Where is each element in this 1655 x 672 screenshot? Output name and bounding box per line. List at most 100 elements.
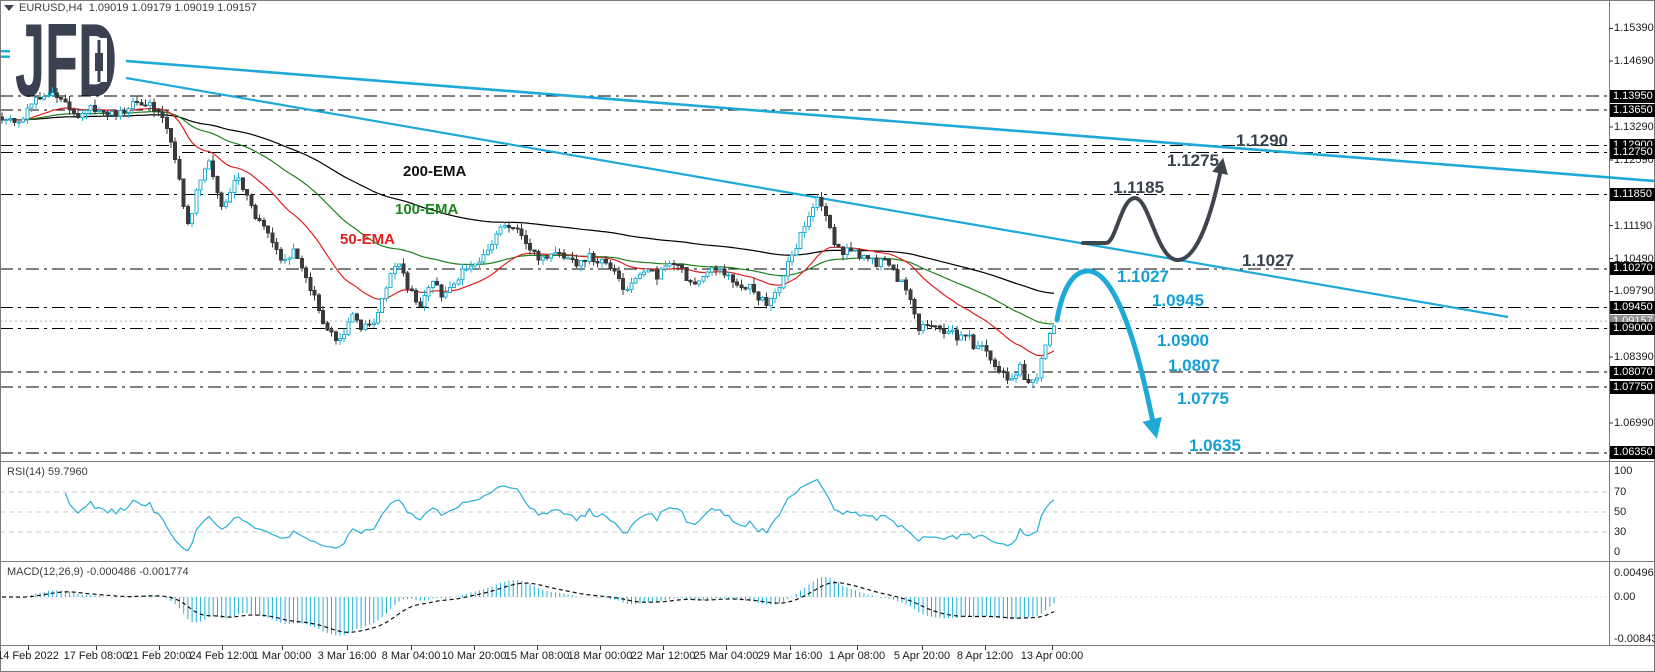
price-tick: 1.08390 bbox=[1614, 351, 1654, 364]
candle-body bbox=[494, 233, 499, 245]
main-plot-area[interactable] bbox=[0, 87, 1056, 388]
candle-body bbox=[802, 225, 807, 233]
price-annotation-cyan[interactable]: 1.1027 bbox=[1117, 267, 1169, 286]
candle-body bbox=[929, 324, 934, 327]
candle-body bbox=[523, 234, 528, 244]
candle-body bbox=[207, 160, 211, 170]
rsi-panel[interactable] bbox=[0, 478, 1609, 552]
price-annotation-cyan[interactable]: 1.0635 bbox=[1189, 436, 1241, 455]
quote-line: EURUSD,H4 1.09019 1.09179 1.09019 1.0915… bbox=[19, 2, 257, 14]
candle-body bbox=[950, 329, 955, 332]
time-label: 13 Apr 00:00 bbox=[1020, 650, 1084, 662]
bearish-projection-arrow[interactable] bbox=[1054, 268, 1162, 439]
candle-body bbox=[680, 264, 685, 268]
candle-body bbox=[338, 338, 342, 342]
candle-body bbox=[764, 297, 769, 306]
price-tick: 1.14690 bbox=[1614, 55, 1654, 68]
price-annotation-cyan[interactable]: 1.0900 bbox=[1157, 331, 1209, 350]
candle-body bbox=[574, 258, 579, 267]
candle-body bbox=[701, 275, 706, 282]
price-annotation-cyan[interactable]: 1.0807 bbox=[1168, 356, 1220, 375]
candle-body bbox=[739, 284, 744, 288]
candle-body bbox=[663, 265, 668, 270]
macd-panel[interactable] bbox=[0, 576, 1609, 636]
candle-body bbox=[397, 263, 402, 267]
candle-body bbox=[857, 249, 862, 259]
candle-body bbox=[747, 284, 752, 290]
candle-body bbox=[992, 359, 997, 368]
trendline-upper[interactable] bbox=[125, 59, 1655, 183]
candle-body bbox=[557, 252, 562, 255]
candle-body bbox=[194, 189, 199, 214]
candle-body bbox=[768, 298, 773, 306]
candle-body bbox=[367, 323, 372, 326]
candle-body bbox=[540, 256, 545, 261]
candle-body bbox=[139, 102, 144, 106]
candle-body bbox=[781, 275, 786, 289]
ema-label[interactable]: 100-EMA bbox=[395, 201, 459, 218]
price-tick: 1.13290 bbox=[1614, 121, 1654, 133]
candle-body bbox=[570, 257, 575, 260]
candle-body bbox=[1022, 364, 1027, 380]
candle-body bbox=[621, 277, 626, 291]
candle-body bbox=[452, 283, 457, 288]
candle-body bbox=[971, 334, 976, 349]
time-label: 8 Apr 12:00 bbox=[956, 650, 1014, 662]
candle-body bbox=[325, 322, 330, 331]
candle-body bbox=[63, 98, 68, 103]
candle-body bbox=[236, 177, 241, 182]
candle-body bbox=[418, 301, 423, 307]
candle-body bbox=[270, 232, 275, 243]
candle-body bbox=[215, 176, 220, 194]
price-annotation-dark[interactable]: 1.1275 bbox=[1167, 151, 1219, 170]
candle-body bbox=[430, 280, 435, 289]
bullish-projection-arrow[interactable] bbox=[1081, 157, 1228, 263]
candle-body bbox=[232, 180, 237, 194]
ema-label[interactable]: 200-EMA bbox=[403, 163, 467, 180]
candle-body bbox=[625, 288, 630, 291]
candle-body bbox=[899, 279, 904, 282]
candle-body bbox=[718, 268, 723, 271]
symbol-dropdown-icon[interactable] bbox=[4, 5, 14, 11]
price-level-box: 1.09000 bbox=[1610, 322, 1655, 335]
candle-body bbox=[414, 290, 418, 303]
candle-body bbox=[274, 241, 279, 250]
candle-body bbox=[173, 141, 178, 161]
price-annotation-cyan[interactable]: 1.0775 bbox=[1177, 389, 1229, 408]
candle-body bbox=[80, 113, 85, 118]
candle-body bbox=[223, 201, 228, 208]
candle-body bbox=[507, 225, 511, 229]
candle-body bbox=[912, 299, 917, 315]
candle-body bbox=[485, 249, 490, 256]
candle-body bbox=[967, 334, 972, 337]
candle-body bbox=[650, 269, 655, 272]
candle-body bbox=[228, 192, 233, 203]
price-annotation-dark[interactable]: 1.1185 bbox=[1113, 178, 1165, 197]
candle-body bbox=[908, 289, 913, 301]
price-annotation-dark[interactable]: 1.1027 bbox=[1242, 251, 1294, 270]
time-label: 15 Mar 08:00 bbox=[504, 650, 570, 662]
candle-body bbox=[921, 324, 925, 332]
candle-body bbox=[287, 257, 292, 260]
candle-body bbox=[583, 260, 587, 263]
candle-body bbox=[861, 255, 866, 259]
candle-body bbox=[329, 329, 334, 333]
candle-body bbox=[211, 160, 216, 178]
candle-body bbox=[840, 246, 845, 256]
candle-body bbox=[819, 196, 824, 207]
price-annotation-dark[interactable]: 1.1290 bbox=[1236, 131, 1288, 150]
rsi-axis-label: 50 bbox=[1614, 506, 1627, 518]
candle-body bbox=[976, 345, 980, 349]
candle-body bbox=[469, 265, 473, 270]
candle-body bbox=[160, 111, 165, 119]
candle-body bbox=[240, 177, 245, 191]
time-label: 5 Apr 20:00 bbox=[893, 650, 951, 662]
price-level-box: 1.12750 bbox=[1610, 145, 1655, 159]
price-annotation-cyan[interactable]: 1.0945 bbox=[1152, 291, 1204, 310]
candle-body bbox=[333, 331, 338, 342]
candle-body bbox=[198, 179, 203, 191]
candle-body bbox=[561, 252, 566, 259]
ema-label[interactable]: 50-EMA bbox=[340, 231, 396, 248]
time-label: 1 Apr 08:00 bbox=[828, 650, 886, 662]
